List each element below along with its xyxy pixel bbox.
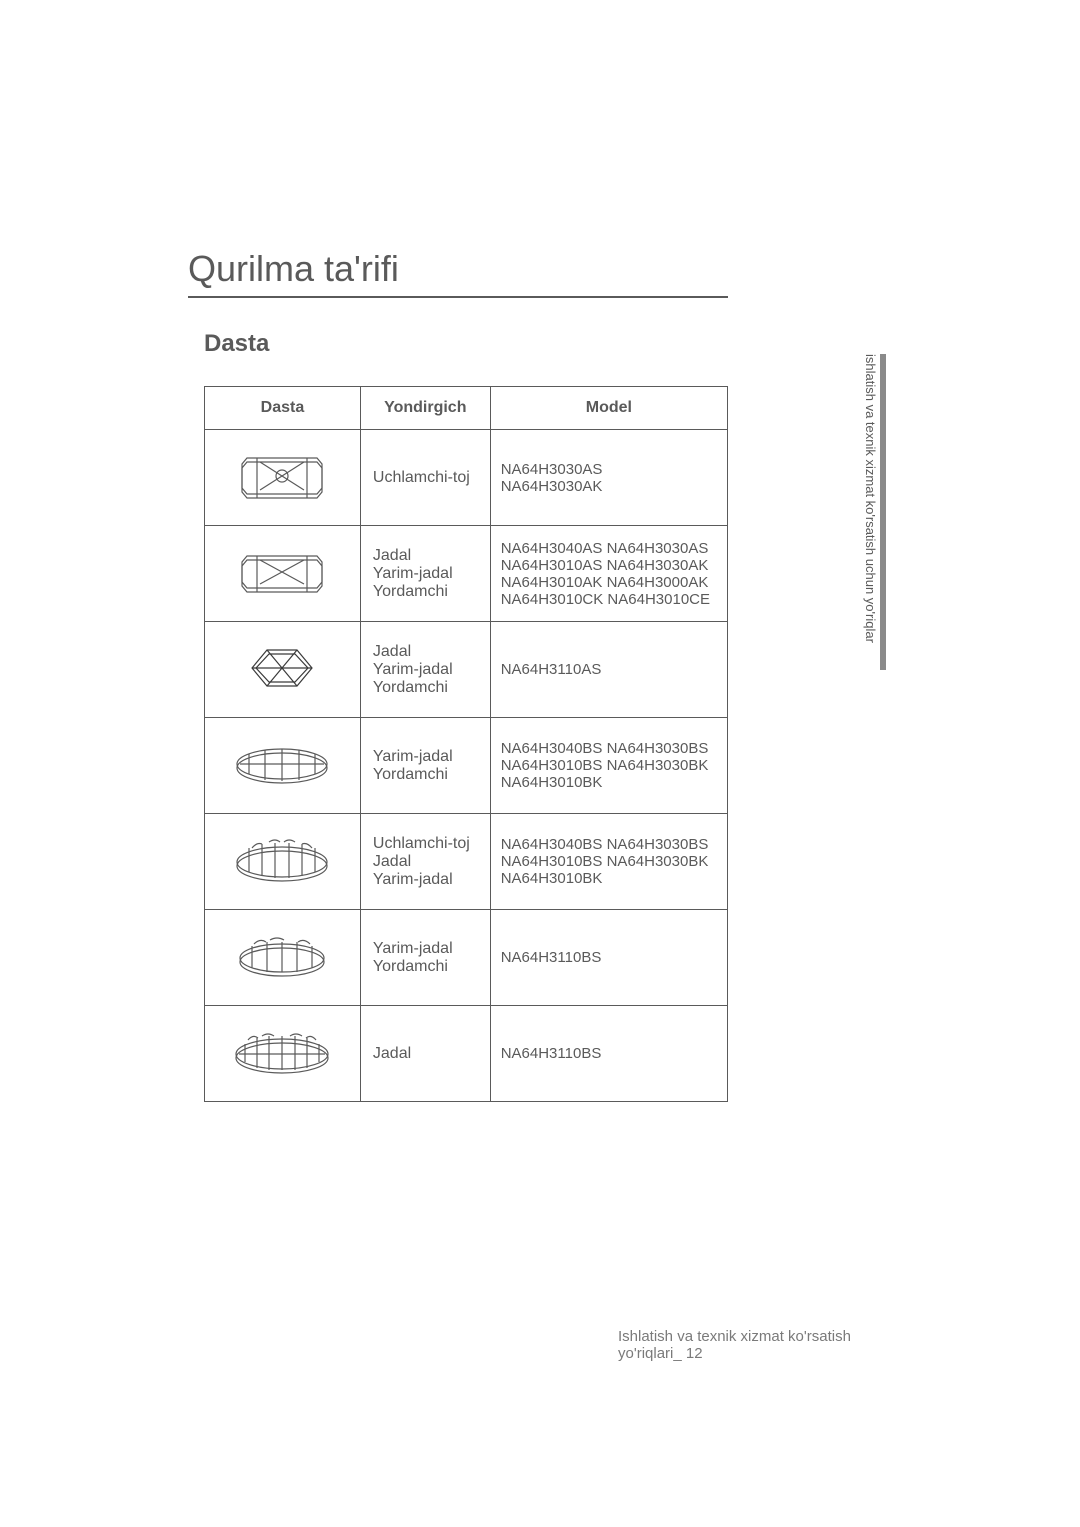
col-header-dasta: Dasta	[205, 387, 361, 430]
grate-icon	[222, 440, 342, 510]
page-content: Qurilma ta'rifi Dasta Dasta Yondirgich M…	[188, 248, 908, 1102]
model-cell: NA64H3040AS NA64H3030AS NA64H3010AS NA64…	[490, 526, 727, 622]
table-body: Uchlamchi-toj NA64H3030AS NA64H3030AK	[205, 430, 728, 1102]
model-cell: NA64H3040BS NA64H3030BS NA64H3010BS NA64…	[490, 814, 727, 910]
table-row: Uchlamchi-toj NA64H3030AS NA64H3030AK	[205, 430, 728, 526]
page-title: Qurilma ta'rifi	[188, 248, 728, 298]
yondirgich-cell: Yarim-jadal Yordamchi	[360, 910, 490, 1006]
side-tab: ishlatish va texnik xizmat ko'rsatish uc…	[862, 354, 886, 670]
col-header-yondirgich: Yondirgich	[360, 387, 490, 430]
model-cell: NA64H3040BS NA64H3030BS NA64H3010BS NA64…	[490, 718, 727, 814]
table-row: Yarim-jadal Yordamchi NA64H3110BS	[205, 910, 728, 1006]
table-row: Jadal Yarim-jadal Yordamchi NA64H3040AS …	[205, 526, 728, 622]
grate-icon	[222, 1016, 342, 1086]
model-cell: NA64H3110AS	[490, 622, 727, 718]
grate-icon	[222, 536, 342, 606]
page-footer: Ishlatish va texnik xizmat ko'rsatish yo…	[618, 1328, 908, 1362]
model-cell: NA64H3030AS NA64H3030AK	[490, 430, 727, 526]
yondirgich-cell: Jadal	[360, 1006, 490, 1102]
table-header-row: Dasta Yondirgich Model	[205, 387, 728, 430]
table-row: Yarim-jadal Yordamchi NA64H3040BS NA64H3…	[205, 718, 728, 814]
dasta-table: Dasta Yondirgich Model	[204, 386, 728, 1102]
diagram-cell	[205, 1006, 361, 1102]
table-row: Jadal NA64H3110BS	[205, 1006, 728, 1102]
yondirgich-cell: Jadal Yarim-jadal Yordamchi	[360, 622, 490, 718]
section-title: Dasta	[204, 330, 908, 358]
yondirgich-cell: Uchlamchi-toj Jadal Yarim-jadal	[360, 814, 490, 910]
side-tab-bar	[880, 354, 886, 670]
diagram-cell	[205, 622, 361, 718]
grate-icon	[222, 824, 342, 894]
diagram-cell	[205, 718, 361, 814]
table-row: Uchlamchi-toj Jadal Yarim-jadal NA64H304…	[205, 814, 728, 910]
diagram-cell	[205, 910, 361, 1006]
diagram-cell	[205, 430, 361, 526]
side-tab-text: ishlatish va texnik xizmat ko'rsatish uc…	[862, 354, 878, 670]
yondirgich-cell: Yarim-jadal Yordamchi	[360, 718, 490, 814]
yondirgich-cell: Uchlamchi-toj	[360, 430, 490, 526]
grate-icon	[222, 632, 342, 702]
diagram-cell	[205, 526, 361, 622]
grate-icon	[222, 728, 342, 798]
table-row: Jadal Yarim-jadal Yordamchi NA64H3110AS	[205, 622, 728, 718]
col-header-model: Model	[490, 387, 727, 430]
model-cell: NA64H3110BS	[490, 910, 727, 1006]
model-cell: NA64H3110BS	[490, 1006, 727, 1102]
yondirgich-cell: Jadal Yarim-jadal Yordamchi	[360, 526, 490, 622]
diagram-cell	[205, 814, 361, 910]
grate-icon	[222, 920, 342, 990]
